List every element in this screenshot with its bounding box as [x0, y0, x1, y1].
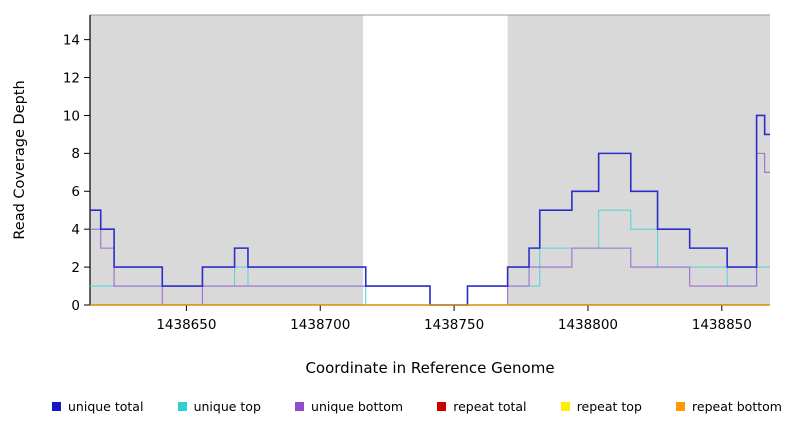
- legend-swatch-repeat-total: [437, 402, 447, 411]
- y-tick-label: 12: [63, 70, 80, 86]
- legend-swatch-repeat-top: [560, 402, 570, 411]
- legend-swatch-repeat-bottom: [676, 402, 686, 411]
- y-axis-label: Read Coverage Depth: [12, 80, 28, 239]
- shaded-region: [90, 15, 364, 305]
- legend-item-repeat-bottom: repeat bottom: [676, 399, 782, 414]
- legend-swatch-unique-total: [52, 402, 61, 411]
- y-tick-label: 10: [63, 108, 80, 124]
- y-tick-label: 8: [71, 146, 80, 162]
- legend-swatch-unique-bottom: [295, 402, 305, 411]
- x-tick-label: 1438700: [290, 317, 350, 333]
- shaded-region: [507, 15, 770, 305]
- legend-label: repeat total: [453, 399, 527, 414]
- legend-label: repeat top: [576, 399, 642, 414]
- x-tick-label: 1438750: [424, 317, 484, 333]
- legend-item-unique-bottom: unique bottom: [295, 399, 403, 414]
- coverage-chart: Read Coverage Depth Coordinate in Refere…: [12, 14, 770, 377]
- y-tick-label: 6: [71, 184, 80, 200]
- legend-item-repeat-total: repeat total: [437, 399, 527, 414]
- legend-item-repeat-top: repeat top: [560, 399, 642, 414]
- legend-swatch-unique-top: [177, 402, 187, 411]
- legend-label: repeat bottom: [692, 399, 782, 414]
- x-axis-label: Coordinate in Reference Genome: [305, 359, 554, 377]
- legend-item-unique-total: unique total: [52, 399, 143, 414]
- y-tick-label: 2: [71, 260, 80, 276]
- legend-label: unique top: [193, 399, 261, 414]
- series-line-unique-total: [90, 114, 770, 306]
- x-tick-label: 1438800: [558, 317, 618, 333]
- x-tick-label: 1438650: [156, 317, 216, 333]
- legend-item-unique-top: unique top: [177, 399, 261, 414]
- y-tick-label: 4: [71, 222, 80, 238]
- y-tick-label: 14: [63, 32, 80, 48]
- y-tick-label: 0: [71, 298, 80, 314]
- legend-label: unique bottom: [311, 399, 404, 414]
- legend-label: unique total: [68, 399, 144, 414]
- series-line-unique-top: [90, 209, 770, 306]
- x-tick-label: 1438850: [692, 317, 752, 333]
- chart-legend: unique total unique top unique bottom repea…: [52, 399, 782, 414]
